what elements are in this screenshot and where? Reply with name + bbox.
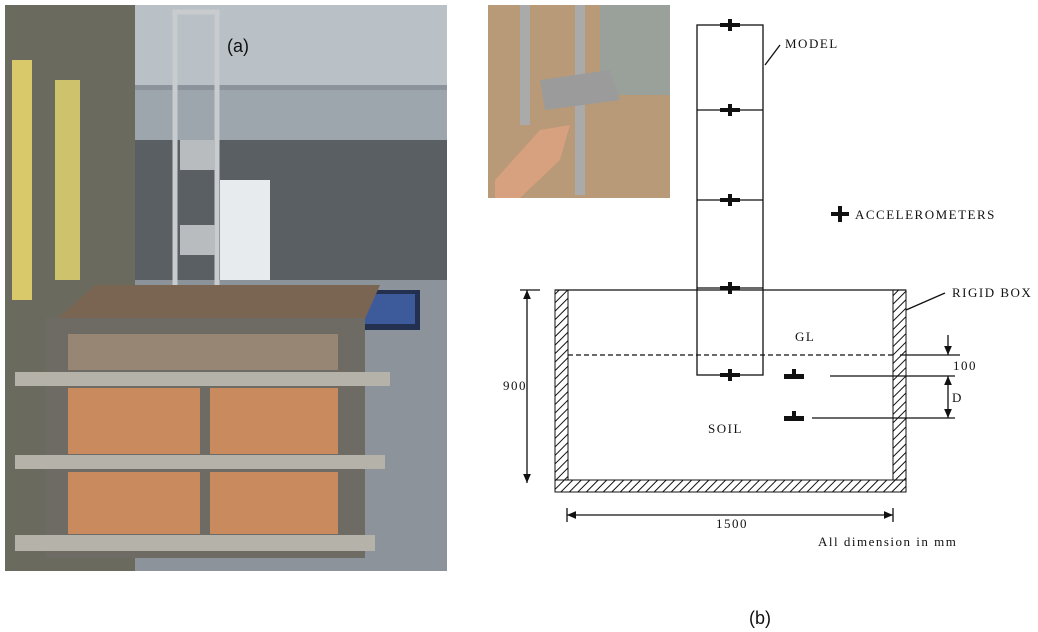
photo-a: (a): [5, 5, 447, 571]
soil-label: SOIL: [708, 421, 743, 436]
figure: (a): [0, 0, 1038, 632]
box-label: RIGID BOX: [952, 285, 1032, 300]
depth-top: 100: [953, 358, 977, 373]
photo-label: (a): [227, 36, 249, 56]
box-wall: [555, 290, 568, 492]
photo-inset: [488, 5, 670, 198]
box-wall: [893, 290, 906, 492]
box-width: 1500: [716, 516, 748, 531]
box-floor: [555, 480, 906, 492]
depth-spacing: D: [952, 390, 963, 405]
legend-label: ACCELEROMETERS: [855, 207, 996, 222]
model-label: MODEL: [785, 36, 839, 51]
box-height: 900: [503, 378, 527, 393]
units-note: All dimension in mm: [818, 534, 957, 549]
figure-label: (b): [749, 608, 771, 628]
ground-label: GL: [795, 329, 815, 344]
accelerometers: [720, 19, 849, 421]
